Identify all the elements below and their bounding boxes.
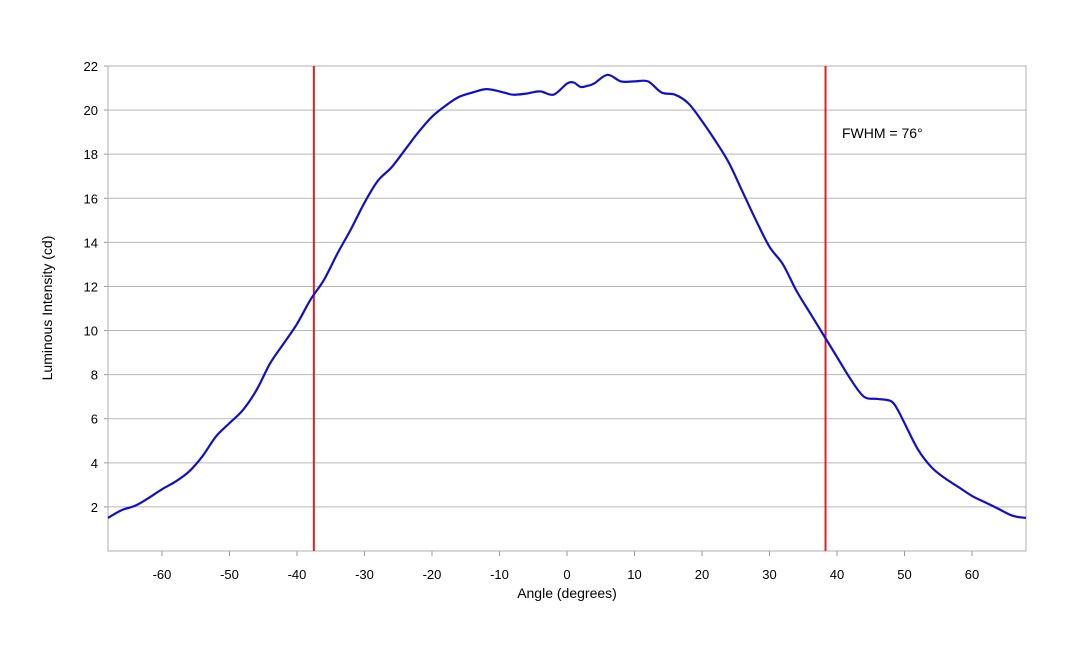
reference-lines — [312, 66, 827, 551]
x-tick-label: 10 — [627, 567, 641, 582]
x-tick-label: -30 — [355, 567, 374, 582]
x-tick-label: 40 — [830, 567, 844, 582]
y-tick-label: 10 — [84, 324, 98, 339]
y-tick-label: 18 — [84, 147, 98, 162]
x-tick-label: -20 — [423, 567, 442, 582]
x-axis-title: Angle (degrees) — [517, 585, 617, 601]
y-axis-title: Luminous Intensity (cd) — [39, 236, 55, 381]
x-tick-label: 0 — [563, 567, 570, 582]
y-tick-label: 20 — [84, 103, 98, 118]
x-tick-label: 20 — [695, 567, 709, 582]
y-tick-label: 16 — [84, 191, 98, 206]
y-tick-labels: 2 4 6 8 10 12 14 16 18 20 22 — [84, 59, 98, 515]
y-tick-label: 4 — [91, 456, 98, 471]
x-tick-label: 60 — [965, 567, 979, 582]
y-tick-label: 12 — [84, 279, 98, 294]
fwhm-annotation: FWHM = 76° — [842, 125, 923, 141]
y-tick-label: 6 — [91, 412, 98, 427]
y-tick-label: 22 — [84, 59, 98, 74]
y-tick-label: 8 — [91, 368, 98, 383]
x-tick-label: -60 — [153, 567, 172, 582]
x-tick-label: -40 — [288, 567, 307, 582]
y-tick-label: 14 — [84, 235, 98, 250]
y-tick-label: 2 — [91, 500, 98, 515]
x-tick-label: -50 — [220, 567, 239, 582]
x-tick-label: -10 — [490, 567, 509, 582]
x-tick-labels: -60 -50 -40 -30 -20 -10 0 10 20 30 40 50 60 — [153, 567, 980, 582]
x-tick-label: 30 — [762, 567, 776, 582]
x-tick-label: 50 — [897, 567, 911, 582]
plot-frame — [107, 65, 1027, 552]
series-line — [107, 73, 1027, 519]
